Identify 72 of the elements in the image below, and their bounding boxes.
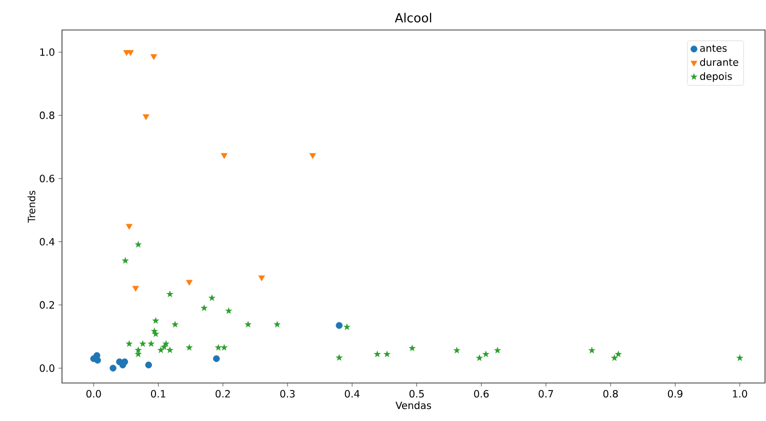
point — [126, 340, 133, 347]
point — [408, 344, 416, 352]
legend-label: antes — [700, 44, 727, 52]
point — [453, 346, 460, 354]
point — [482, 350, 490, 358]
y-tick-label: 0.0 — [40, 364, 54, 372]
point — [588, 346, 596, 354]
point — [336, 354, 343, 361]
point — [213, 355, 220, 362]
point — [110, 364, 116, 372]
point — [200, 304, 208, 312]
x-tick-label: 1.0 — [732, 390, 748, 398]
x-tick-label: 0.7 — [538, 390, 554, 398]
point — [139, 340, 146, 347]
point — [610, 354, 618, 362]
y-tick-label: 0.6 — [40, 174, 54, 182]
y-tick-label: 0.4 — [40, 238, 54, 246]
point — [374, 350, 381, 358]
point — [220, 153, 228, 159]
point — [336, 322, 343, 329]
point — [186, 344, 193, 351]
point — [383, 350, 391, 358]
point — [258, 275, 265, 282]
point — [94, 356, 101, 364]
x-tick-label: 0.9 — [668, 390, 682, 398]
point — [132, 286, 139, 292]
point — [208, 294, 216, 302]
chart-title: Alcool — [394, 12, 432, 22]
point — [126, 224, 133, 230]
x-tick-label: 0.4 — [344, 390, 360, 398]
point — [186, 280, 193, 286]
point — [614, 350, 622, 358]
legend-label: depois — [700, 72, 732, 82]
point — [150, 54, 158, 60]
point — [148, 340, 155, 347]
point — [274, 320, 281, 328]
point — [225, 307, 232, 314]
x-tick-label: 0.6 — [474, 390, 489, 398]
x-tick-label: 0.1 — [151, 390, 166, 398]
point — [152, 330, 160, 338]
point — [220, 344, 228, 351]
point — [214, 344, 222, 351]
point — [244, 320, 252, 328]
point — [171, 320, 179, 328]
point — [145, 362, 152, 368]
y-tick-label: 0.2 — [40, 301, 54, 309]
x-tick-label: 0.5 — [409, 390, 424, 398]
point — [157, 346, 164, 354]
point — [134, 240, 142, 248]
y-tick-label: 0.8 — [40, 112, 54, 120]
point — [162, 340, 170, 347]
x-axis-title: Vendas — [396, 401, 432, 410]
y-axis-title: Trends — [28, 190, 36, 223]
x-tick-label: 0.8 — [603, 390, 618, 398]
point — [160, 343, 168, 350]
x-tick-label: 0.3 — [280, 390, 295, 398]
point — [152, 316, 160, 324]
point — [736, 354, 744, 362]
x-tick-label: 0.2 — [216, 390, 230, 398]
point — [343, 323, 351, 330]
point — [494, 346, 502, 354]
y-tick-label: 1.0 — [40, 48, 54, 56]
point — [134, 346, 142, 354]
point — [127, 50, 134, 56]
legend-label: durante — [700, 58, 738, 66]
x-tick-label: 0.0 — [86, 390, 101, 398]
point — [142, 114, 150, 120]
point — [476, 354, 484, 362]
point — [166, 346, 174, 354]
point — [166, 290, 174, 298]
point — [309, 153, 316, 159]
point — [122, 256, 129, 264]
